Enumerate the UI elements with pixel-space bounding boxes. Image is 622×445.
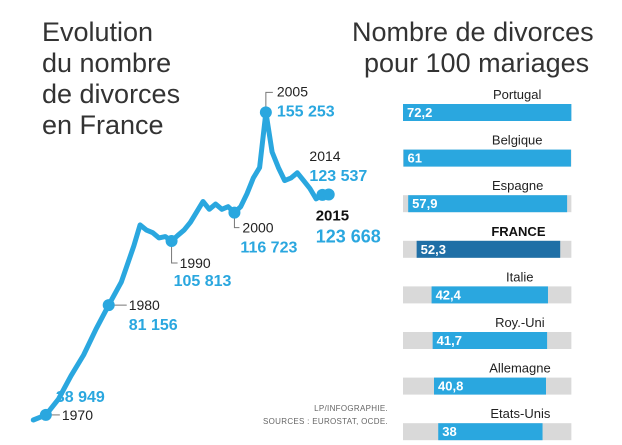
bar-value-label-5: 41,7 <box>437 333 462 348</box>
bar-value-label-6: 40,8 <box>438 379 463 394</box>
point-1990 <box>165 234 178 247</box>
leader-line-2005 <box>265 91 273 113</box>
bar-value-label-3: 52,3 <box>421 242 446 257</box>
country-label-4: Italie <box>506 269 533 284</box>
point-2015 <box>322 188 335 201</box>
value-label-2015: 123 668 <box>316 227 381 247</box>
year-label-1990: 1990 <box>180 255 211 271</box>
bar-Espagne <box>408 195 568 213</box>
country-label-0: Portugal <box>493 87 542 102</box>
point-1980 <box>102 299 115 312</box>
bar-Allemagne <box>434 377 546 395</box>
point-2005 <box>259 106 272 119</box>
divorce-series-line <box>30 109 332 423</box>
leader-line-1990 <box>171 240 178 264</box>
bar-Roy.-Uni <box>432 332 548 349</box>
bar-Italie <box>431 286 548 304</box>
bar-chart: Portugal 72,2 Belgique 61 Espagne 57,9 FRANCE 5… <box>403 87 572 441</box>
year-label-2000: 2000 <box>242 220 273 236</box>
year-label-1970: 1970 <box>62 407 93 423</box>
bar-value-label-1: 61 <box>408 151 422 166</box>
value-label-1970: 38 949 <box>56 389 105 406</box>
left-title-line-2: du nombre <box>42 48 171 78</box>
year-label-2005: 2005 <box>277 83 308 99</box>
bar-value-label-0: 72,2 <box>407 105 432 120</box>
left-title-line-3: de divorces <box>42 79 180 109</box>
country-label-7: Etats-Unis <box>490 406 550 421</box>
point-1970 <box>39 408 52 421</box>
bar-value-label-7: 38 <box>442 424 456 439</box>
left-title-line-1: Evolution <box>42 17 153 47</box>
country-label-6: Allemagne <box>489 361 550 376</box>
value-label-1980: 81 156 <box>129 317 178 334</box>
right-title-line-1: Nombre de divorces <box>352 17 594 47</box>
year-label-2014: 2014 <box>309 148 340 164</box>
country-label-1: Belgique <box>492 133 543 148</box>
bar-value-label-2: 57,9 <box>412 196 437 211</box>
bar-FRANCE <box>416 240 561 258</box>
country-label-5: Roy.-Uni <box>495 315 545 330</box>
credit-text: LP/INFOGRAPHIE. <box>314 404 388 413</box>
value-label-2005: 155 253 <box>277 103 335 120</box>
value-label-2000: 116 723 <box>240 240 297 257</box>
bar-Portugal <box>403 104 572 121</box>
right-title-line-2: pour 100 mariages <box>364 48 589 78</box>
left-title-line-4: en France <box>42 110 164 140</box>
bar-value-label-4: 42,4 <box>436 287 462 302</box>
country-label-2: Espagne <box>492 178 543 193</box>
bar-Belgique <box>403 149 571 167</box>
value-label-2014: 123 537 <box>309 168 367 185</box>
country-label-3: FRANCE <box>491 224 545 239</box>
sources-text: SOURCES : EUROSTAT, OCDE. <box>263 417 388 426</box>
year-label-1980: 1980 <box>129 297 160 313</box>
year-label-2015: 2015 <box>316 208 349 225</box>
bar-Etats-Unis <box>438 423 543 441</box>
point-2000 <box>228 206 241 219</box>
value-label-1990: 105 813 <box>174 273 232 290</box>
